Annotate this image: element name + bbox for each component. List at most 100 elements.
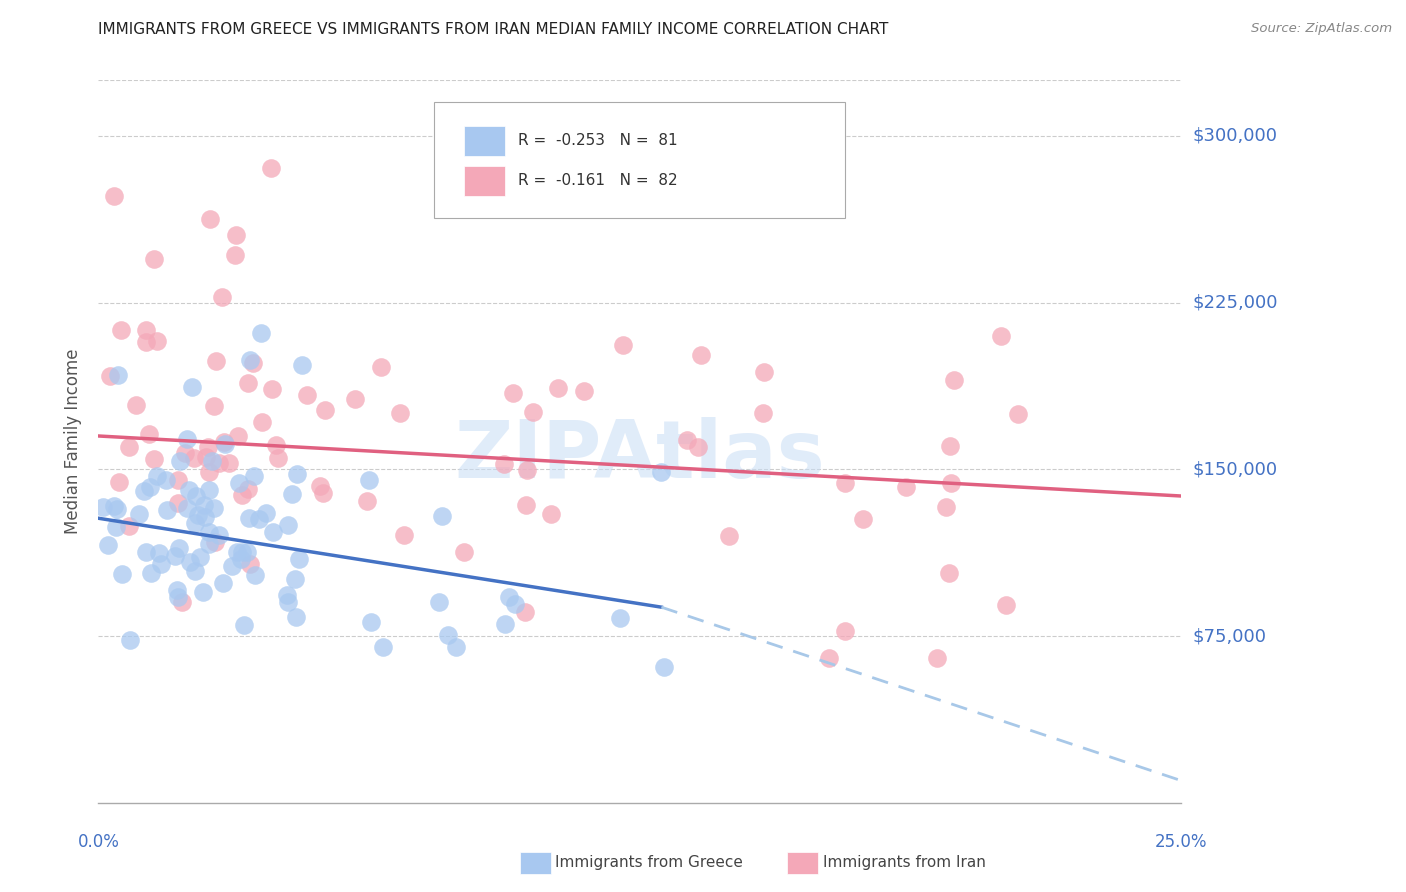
Point <box>135 335 157 350</box>
Point <box>179 555 201 569</box>
Point <box>156 503 179 517</box>
Point <box>262 524 284 539</box>
Bar <box>464 126 506 156</box>
Point <box>208 456 231 470</box>
Point <box>239 557 262 571</box>
Point <box>896 480 918 494</box>
Point <box>233 618 256 632</box>
Point <box>250 326 273 340</box>
Point <box>236 482 259 496</box>
Point <box>148 546 170 560</box>
Point <box>389 406 412 420</box>
Text: $300,000: $300,000 <box>1192 127 1277 145</box>
Point <box>267 450 290 465</box>
Point <box>167 496 190 510</box>
Point <box>238 511 260 525</box>
Point <box>191 585 214 599</box>
Point <box>288 552 311 566</box>
Point <box>284 572 307 586</box>
Point <box>91 500 114 515</box>
Point <box>224 248 246 262</box>
Point <box>108 475 131 489</box>
Bar <box>464 166 506 196</box>
Point <box>939 439 962 453</box>
Point <box>935 500 957 514</box>
Point <box>212 576 235 591</box>
Point <box>98 369 121 384</box>
Point <box>204 354 226 368</box>
Point <box>150 557 173 571</box>
Text: R =  -0.161   N =  82: R = -0.161 N = 82 <box>519 173 678 188</box>
Point <box>135 323 157 337</box>
Point <box>197 440 219 454</box>
Point <box>201 454 224 468</box>
Point <box>117 440 139 454</box>
Point <box>138 427 160 442</box>
Point <box>163 549 186 563</box>
Point <box>277 594 299 608</box>
Point <box>650 465 672 479</box>
Point <box>690 348 713 362</box>
Point <box>295 388 318 402</box>
Point <box>225 227 247 242</box>
Point <box>314 403 336 417</box>
Point <box>214 435 236 450</box>
Point <box>990 329 1012 343</box>
Point <box>125 398 148 412</box>
Point <box>226 429 249 443</box>
Point <box>169 453 191 467</box>
Point <box>540 507 562 521</box>
Point <box>107 501 129 516</box>
Point <box>675 434 697 448</box>
Point <box>446 640 468 655</box>
Point <box>194 450 217 464</box>
Point <box>231 545 253 559</box>
Point <box>193 498 215 512</box>
Point <box>360 615 382 629</box>
Point <box>198 525 221 540</box>
Point <box>143 451 166 466</box>
Point <box>264 438 287 452</box>
Point <box>285 467 308 481</box>
Point <box>308 478 330 492</box>
Point <box>202 399 225 413</box>
Point <box>166 474 188 488</box>
Point <box>437 628 460 642</box>
Point <box>427 594 450 608</box>
Point <box>754 365 776 379</box>
Text: R =  -0.253   N =  81: R = -0.253 N = 81 <box>519 134 678 148</box>
Point <box>572 384 595 398</box>
Point <box>225 545 247 559</box>
Point <box>176 432 198 446</box>
Point <box>281 486 304 500</box>
Point <box>371 640 394 654</box>
Text: IMMIGRANTS FROM GREECE VS IMMIGRANTS FROM IRAN MEDIAN FAMILY INCOME CORRELATION : IMMIGRANTS FROM GREECE VS IMMIGRANTS FRO… <box>98 22 889 37</box>
Point <box>925 651 948 665</box>
Point <box>166 582 188 597</box>
Point <box>609 611 631 625</box>
Point <box>502 385 524 400</box>
Point <box>522 405 544 419</box>
Point <box>717 529 740 543</box>
Point <box>239 352 262 367</box>
Point <box>254 506 277 520</box>
Point <box>186 489 208 503</box>
Point <box>198 483 221 497</box>
Point <box>276 588 298 602</box>
Point <box>236 544 259 558</box>
Text: ZIPAtlas: ZIPAtlas <box>454 417 825 495</box>
Point <box>103 499 125 513</box>
Point <box>197 465 219 479</box>
Text: $150,000: $150,000 <box>1192 460 1277 478</box>
Text: $225,000: $225,000 <box>1192 293 1278 311</box>
Point <box>118 633 141 648</box>
Point <box>194 510 217 524</box>
Text: Immigrants from Iran: Immigrants from Iran <box>823 855 986 870</box>
Point <box>818 651 841 665</box>
Point <box>392 528 415 542</box>
Point <box>134 484 156 499</box>
Point <box>184 516 207 531</box>
Point <box>343 392 366 406</box>
Point <box>686 440 709 454</box>
Point <box>110 323 132 337</box>
